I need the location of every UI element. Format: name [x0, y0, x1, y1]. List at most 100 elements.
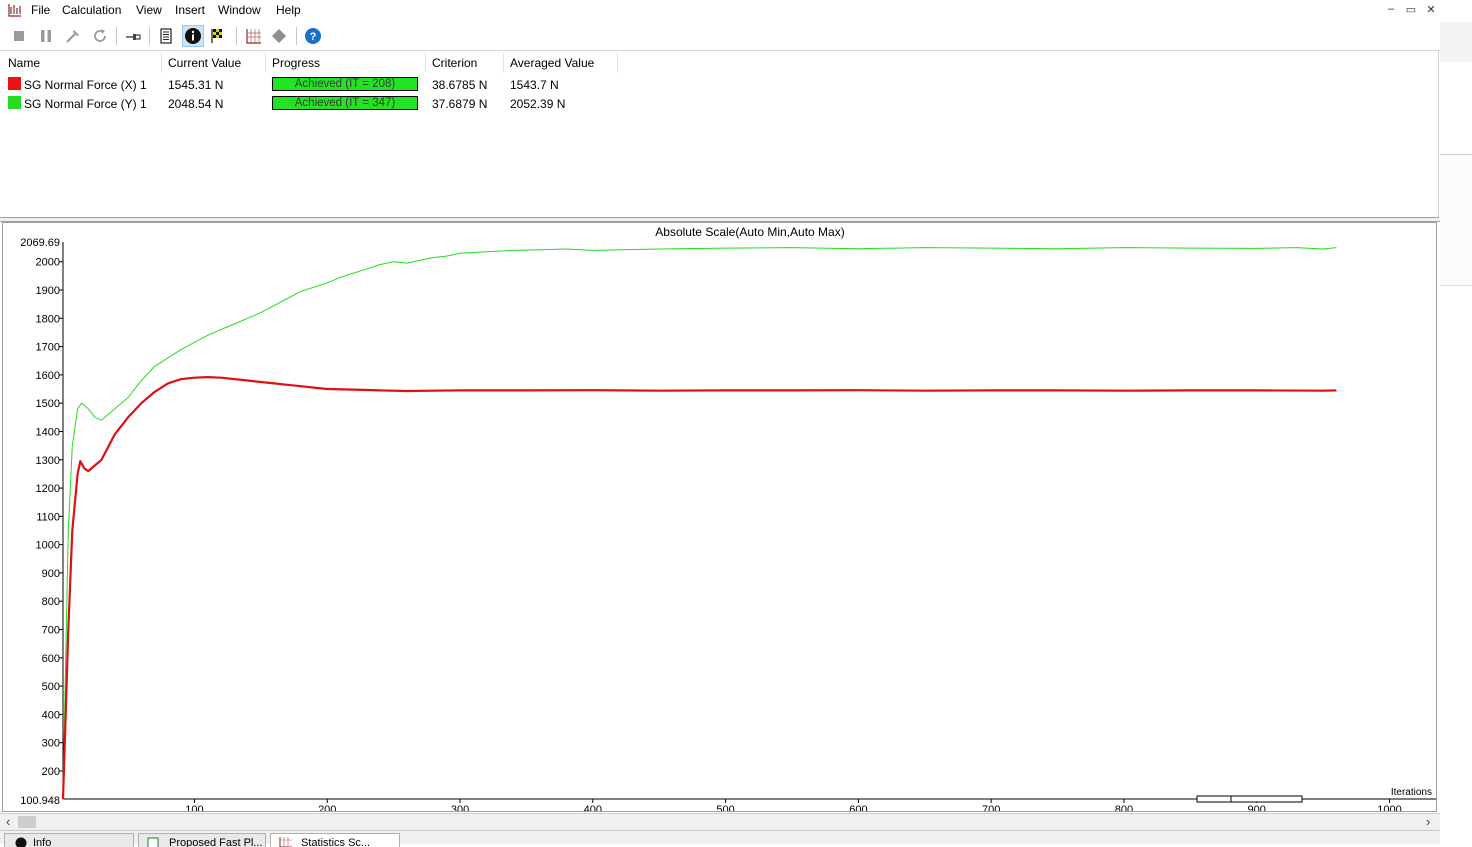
- y-tick-label: 800: [42, 596, 60, 608]
- header-separator[interactable]: [265, 53, 266, 73]
- adjacent-window-block: [1440, 22, 1472, 62]
- tool-button[interactable]: [62, 25, 84, 47]
- scroll-left-arrow[interactable]: ‹: [6, 814, 10, 829]
- chart-panel: Absolute Scale(Auto Min,Auto Max) 2069.6…: [2, 222, 1437, 812]
- menu-insert[interactable]: Insert: [175, 3, 205, 17]
- pause-button[interactable]: [35, 25, 57, 47]
- header-criterion[interactable]: Criterion: [432, 56, 477, 70]
- x-tick-label: 500: [716, 804, 734, 811]
- progress-bar: Achieved (IT = 347): [272, 96, 418, 110]
- checkered-flag-icon: [210, 28, 226, 44]
- menu-window[interactable]: Window: [218, 3, 261, 17]
- menu-view[interactable]: View: [136, 3, 162, 17]
- diamond-button[interactable]: [268, 25, 290, 47]
- x-tick-label: 300: [451, 804, 469, 811]
- y-min-label: 100.948: [20, 795, 60, 807]
- pin-button[interactable]: [122, 25, 144, 47]
- y-tick-label: 1200: [36, 483, 60, 495]
- x-tick-label: 800: [1115, 804, 1133, 811]
- scroll-right-arrow[interactable]: ›: [1426, 814, 1430, 829]
- close-button[interactable]: ✕: [1424, 3, 1438, 16]
- app-chart-icon[interactable]: [8, 3, 22, 17]
- y-max-label: 2069.69: [20, 237, 60, 249]
- y-tick-label: 700: [42, 625, 60, 637]
- help-button[interactable]: ?: [302, 25, 324, 47]
- chart-icon: [246, 28, 262, 44]
- monitor-chart: Absolute Scale(Auto Min,Auto Max) 2069.6…: [3, 223, 1436, 811]
- series-line-y-force: [63, 248, 1336, 800]
- y-tick-label: 300: [42, 738, 60, 750]
- header-name[interactable]: Name: [8, 56, 40, 70]
- horizontal-scrollbar[interactable]: ‹ ›: [0, 813, 1440, 831]
- row-current-value: 2048.54 N: [168, 97, 223, 111]
- range-slider[interactable]: [1197, 796, 1302, 802]
- x-tick-label: 1000: [1377, 804, 1401, 811]
- x-tick-label: 100: [185, 804, 203, 811]
- menu-help[interactable]: Help: [276, 3, 301, 17]
- row-current-value: 1545.31 N: [168, 78, 223, 92]
- header-separator[interactable]: [161, 53, 162, 73]
- y-tick-label: 400: [42, 709, 60, 721]
- tab-statistics[interactable]: Statistics Sc...: [270, 833, 400, 847]
- x-tick-label: 700: [982, 804, 1000, 811]
- x-axis-label: Iterations: [1391, 787, 1432, 798]
- y-tick-label: 1600: [36, 370, 60, 382]
- row-criterion: 37.6879 N: [432, 97, 487, 111]
- toolbar-separator: [116, 27, 117, 45]
- toolbar-separator: [236, 27, 237, 45]
- tab-bar: Info Proposed Fast Pl... Statistics Sc..…: [0, 830, 1440, 844]
- header-separator[interactable]: [617, 53, 618, 73]
- minimize-button[interactable]: –: [1384, 3, 1398, 15]
- series-color-swatch: [8, 77, 21, 90]
- svg-text:?: ?: [310, 31, 317, 43]
- document-button[interactable]: [155, 25, 177, 47]
- chart-title: Absolute Scale(Auto Min,Auto Max): [655, 225, 844, 239]
- tab-info[interactable]: Info: [4, 833, 134, 847]
- pin-icon: [125, 28, 141, 44]
- help-icon: ?: [304, 27, 322, 45]
- toolbar: ?: [0, 22, 1440, 51]
- x-tick-label: 900: [1248, 804, 1266, 811]
- monitor-table: Name Current Value Progress Criterion Av…: [0, 51, 1439, 218]
- chart-icon: [279, 836, 293, 847]
- adjacent-window-edge: [1440, 0, 1472, 843]
- y-tick-label: 1300: [36, 455, 60, 467]
- checkered-flag-button[interactable]: [207, 25, 229, 47]
- chart-button[interactable]: [243, 25, 265, 47]
- y-tick-label: 200: [42, 766, 60, 778]
- y-tick-label: 1700: [36, 342, 60, 354]
- series-color-swatch: [8, 96, 21, 109]
- tab-proposed-fast-plan[interactable]: Proposed Fast Pl...: [138, 833, 266, 847]
- row-name[interactable]: SG Normal Force (Y) 1: [24, 97, 147, 111]
- series-line-x-force: [63, 377, 1336, 799]
- header-progress[interactable]: Progress: [272, 56, 320, 70]
- y-tick-label: 1500: [36, 398, 60, 410]
- chart-series: [63, 248, 1336, 800]
- info-button[interactable]: [182, 25, 204, 47]
- y-tick-label: 900: [42, 568, 60, 580]
- menu-calculation[interactable]: Calculation: [62, 3, 121, 17]
- header-averaged-value[interactable]: Averaged Value: [510, 56, 594, 70]
- chart-axes: [63, 242, 1436, 799]
- y-tick-label: 1100: [36, 511, 60, 523]
- menu-file[interactable]: File: [31, 3, 50, 17]
- x-tick-label: 200: [318, 804, 336, 811]
- refresh-button[interactable]: [89, 25, 111, 47]
- restore-button[interactable]: ▭: [1404, 3, 1418, 16]
- progress-bar: Achieved (IT = 208): [272, 77, 418, 91]
- y-tick-label: 2000: [36, 257, 60, 269]
- adjacent-window-block: [1440, 155, 1472, 286]
- header-current-value[interactable]: Current Value: [168, 56, 241, 70]
- diamond-icon: [271, 28, 287, 44]
- header-separator[interactable]: [425, 53, 426, 73]
- toolbar-separator: [149, 27, 150, 45]
- y-tick-label: 1000: [36, 540, 60, 552]
- row-averaged-value: 2052.39 N: [510, 97, 565, 111]
- x-tick-label: 400: [584, 804, 602, 811]
- scroll-thumb[interactable]: [18, 816, 36, 828]
- row-name[interactable]: SG Normal Force (X) 1: [24, 78, 147, 92]
- pause-icon: [39, 29, 53, 43]
- y-tick-label: 1800: [36, 313, 60, 325]
- stop-button[interactable]: [8, 25, 30, 47]
- header-separator[interactable]: [503, 53, 504, 73]
